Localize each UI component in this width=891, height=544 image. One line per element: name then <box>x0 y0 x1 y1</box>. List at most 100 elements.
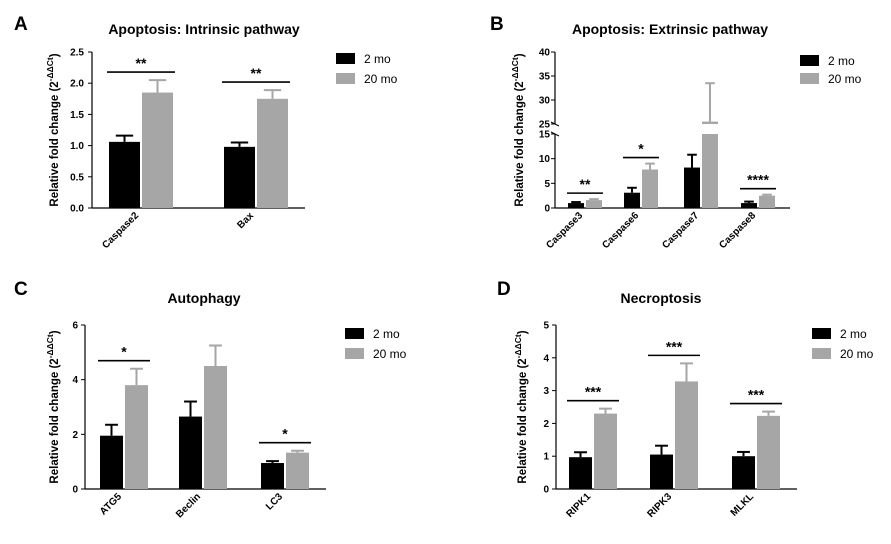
legend-swatch <box>336 73 355 84</box>
y-axis-label-part: Relative fold change (2 <box>514 81 526 206</box>
category-label: RIPK1 <box>565 491 594 520</box>
category-label: Caspase3 <box>544 210 585 251</box>
panel-letter: D <box>497 279 511 300</box>
y-axis-label-part: -ΔΔCt <box>513 334 523 358</box>
bar-20mo <box>204 366 227 489</box>
category-label: Caspase2 <box>100 210 141 251</box>
significance-stars: ** <box>136 55 147 71</box>
bar-2mo <box>732 456 755 489</box>
y-tick-label: 1.0 <box>70 141 84 152</box>
significance-stars: ** <box>251 65 262 81</box>
y-tick-label: 10 <box>539 154 551 165</box>
legend-label: 2 mo <box>373 327 400 341</box>
y-axis-label: Relative fold change (2-ΔΔCt) <box>45 330 61 483</box>
legend-label: 2 mo <box>364 52 391 66</box>
y-tick-label: 0.0 <box>70 204 84 215</box>
chart-title: Necroptosis <box>621 290 702 306</box>
chart-title: Apoptosis: Extrinsic pathway <box>572 21 768 37</box>
bar-2mo <box>224 146 255 208</box>
legend-label: 20 mo <box>373 347 407 361</box>
bar-20mo <box>125 385 148 489</box>
y-tick-label: 1.5 <box>70 110 84 121</box>
y-axis-label: Relative fold change (2-ΔΔCt) <box>513 330 529 483</box>
legend-swatch <box>800 73 819 84</box>
bar-2mo <box>624 192 640 208</box>
legend-swatch <box>812 328 831 339</box>
significance-stars: **** <box>747 172 769 188</box>
category-label: LC3 <box>264 491 285 512</box>
significance-stars: *** <box>666 338 683 354</box>
legend-swatch <box>345 328 364 339</box>
y-axis-label-part: ) <box>49 330 61 334</box>
bar-20mo <box>757 415 780 489</box>
y-tick-label: 5 <box>543 321 549 332</box>
bar-20mo <box>257 98 288 208</box>
significance-stars: *** <box>585 384 602 400</box>
category-label: Beclin <box>174 491 203 520</box>
category-label: MLKL <box>729 491 756 518</box>
category-label: Caspase8 <box>717 210 758 251</box>
y-tick-label: 15 <box>539 130 551 141</box>
y-tick-label: 0.5 <box>70 172 84 183</box>
panel-letter: A <box>14 14 28 35</box>
y-tick-label: 4 <box>72 375 78 386</box>
chart-panel-D: D Necroptosis 0 1 2 3 4 5 Relative fold change (… <box>497 279 874 520</box>
bar-2mo <box>100 435 123 489</box>
y-tick-label: 2 <box>72 430 78 441</box>
y-tick-label: 1 <box>543 452 549 463</box>
significance-stars: * <box>121 344 127 360</box>
y-tick-label: 4 <box>543 353 549 364</box>
y-tick-label: 3 <box>543 386 549 397</box>
category-label: Caspase7 <box>660 210 701 251</box>
category-label: Bax <box>235 210 256 231</box>
y-tick-label: 35 <box>539 72 551 83</box>
chart-panel-C: C Autophagy 0 2 4 6 Relative fold change (2-ΔΔ… <box>14 279 407 520</box>
significance-stars: ** <box>580 176 591 192</box>
category-label: ATG5 <box>98 491 124 517</box>
bar-20mo <box>586 200 602 208</box>
chart-title: Apoptosis: Intrinsic pathway <box>108 21 300 37</box>
bar-2mo <box>179 416 202 489</box>
y-axis-label: Relative fold change (2-ΔΔCt) <box>510 53 526 206</box>
y-tick-label: 5 <box>544 179 550 190</box>
legend-swatch <box>336 53 355 64</box>
y-axis-label-part: ) <box>517 330 529 334</box>
y-tick-label: 2.0 <box>70 79 84 90</box>
significance-stars: * <box>282 426 288 442</box>
y-tick-label: 25 <box>539 120 551 131</box>
y-axis-label-part: -ΔΔCt <box>45 334 55 358</box>
y-tick-label: 30 <box>539 96 551 107</box>
bar-2mo <box>569 457 592 489</box>
bar-20mo <box>759 195 775 208</box>
legend-label: 20 mo <box>364 72 398 86</box>
y-axis-label-part: -ΔΔCt <box>510 57 520 81</box>
legend-label: 2 mo <box>828 54 855 68</box>
y-tick-label: 0 <box>543 485 549 496</box>
y-axis-label-part: Relative fold change (2 <box>49 358 61 483</box>
bar-20mo <box>594 413 617 489</box>
y-tick-label: 40 <box>539 48 551 59</box>
significance-stars: *** <box>748 387 765 403</box>
panel-letter: C <box>14 279 28 300</box>
y-axis-label-part: Relative fold change (2 <box>517 358 529 483</box>
y-tick-label: 0 <box>72 485 78 496</box>
bar-20mo <box>675 381 698 489</box>
y-axis-label: Relative fold change (2-ΔΔCt) <box>45 53 61 206</box>
bar-2mo <box>568 203 584 208</box>
bar-2mo <box>684 167 700 208</box>
category-label: RIPK3 <box>646 491 675 520</box>
bar-2mo <box>741 203 757 208</box>
bar-20mo <box>642 169 658 208</box>
y-tick-label: 0 <box>544 204 550 215</box>
y-axis-label-part: ) <box>49 53 61 57</box>
y-axis-label-part: -ΔΔCt <box>45 57 55 81</box>
bar-2mo <box>261 463 284 489</box>
bar-20mo <box>286 452 309 489</box>
y-tick-label: 6 <box>72 321 78 332</box>
bar-20mo <box>142 92 173 208</box>
category-label: Caspase6 <box>600 210 641 251</box>
legend-swatch <box>345 348 364 359</box>
bar-20mo <box>702 134 718 208</box>
